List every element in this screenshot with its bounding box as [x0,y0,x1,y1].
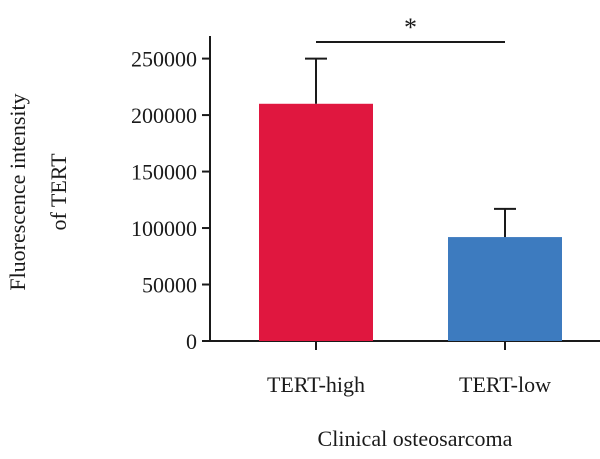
bars [259,103,562,342]
y-tick-label: 100000 [131,216,197,241]
y-tick-label: 200000 [131,103,197,128]
bar-tert-high [259,103,373,342]
y-tick-label: 0 [186,329,197,354]
bar-tert-low [448,237,562,341]
y-ticks: 0 50000 100000 150000 200000 250000 [131,47,210,354]
significance-marker: * [316,13,505,43]
y-tick-label: 50000 [142,273,197,298]
x-axis-title: Clinical osteosarcoma [318,426,513,451]
y-axis-title-line2: of TERT [46,153,71,231]
significance-asterisk: * [404,13,417,42]
x-ticks: TERT-high TERT-low [267,341,551,397]
x-tick-label: TERT-high [267,372,365,397]
x-tick-label: TERT-low [459,372,551,397]
error-bars [305,57,516,238]
y-tick-label: 150000 [131,160,197,185]
y-tick-label: 250000 [131,47,197,72]
y-axis-title: Fluorescence intensity [5,93,30,290]
